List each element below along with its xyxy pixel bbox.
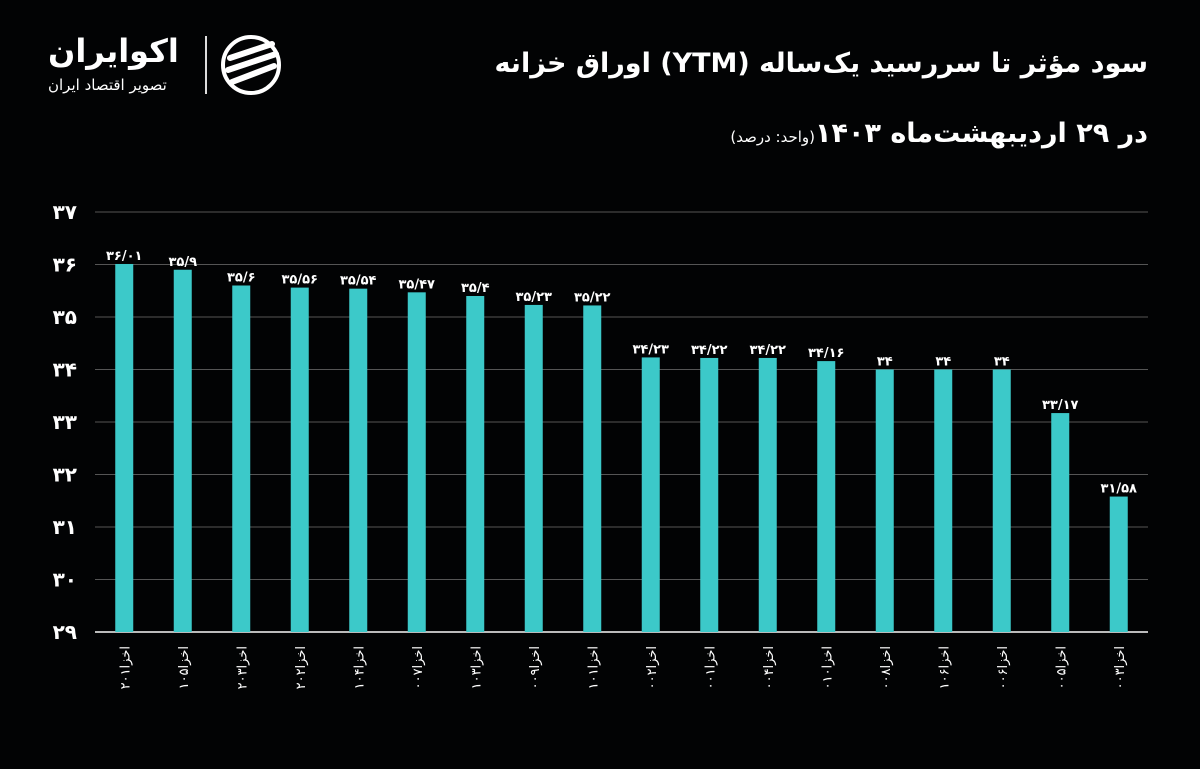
x-tick-label: اخزا۲۰۲ [294, 646, 309, 689]
bar [115, 263, 134, 632]
data-label: ۳۵/۵۶ [282, 273, 319, 288]
x-tick-label: اخزا۱۰۴ [352, 646, 367, 689]
bar [700, 357, 719, 632]
data-label: ۳۵/۴ [461, 281, 490, 296]
logo-tagline: تصویر اقتصاد ایران [48, 76, 167, 94]
x-tick-label: اخزا۱۰۵ [177, 646, 192, 689]
x-tick-label: اخزا۱۰۱ [586, 646, 601, 689]
logo-divider [205, 36, 207, 94]
bar [290, 287, 309, 632]
bar [1051, 413, 1070, 632]
x-tick-label: اخزا۰۰۱ [703, 646, 718, 689]
bar [232, 285, 251, 632]
x-tick-label: اخزا۰۰۶ [996, 646, 1011, 689]
bar [992, 369, 1011, 632]
bar [641, 357, 660, 632]
y-tick-label: ۳۰ [53, 568, 77, 592]
chart-title: سود مؤثر تا سررسید یک‌ساله (YTM) اوراق خ… [494, 48, 1148, 79]
y-tick-label: ۳۷ [53, 200, 77, 224]
bar [349, 288, 368, 632]
x-tick-label: اخزا۲۰۱ [118, 646, 133, 689]
data-label: ۳۴ [994, 355, 1010, 370]
bar [583, 305, 602, 632]
bar [1109, 496, 1128, 632]
unit-label: (واحد: درصد) [730, 128, 815, 146]
y-tick-label: ۲۹ [53, 620, 77, 644]
x-tick-label: اخزا۰۱۰ [820, 646, 835, 689]
data-label: ۳۵/۵۴ [340, 274, 377, 289]
data-label: ۳۳/۱۷ [1042, 398, 1079, 413]
y-tick-label: ۳۶ [53, 253, 77, 277]
x-tick-label: اخزا۰۰۹ [528, 646, 543, 689]
bar [817, 361, 836, 632]
y-tick-label: ۳۲ [53, 463, 77, 487]
data-label: ۳۵/۹ [168, 255, 197, 270]
y-tick-label: ۳۵ [53, 305, 77, 329]
logo: اکوایران تصویر اقتصاد ایران [40, 32, 300, 98]
data-label: ۳۵/۴۷ [399, 277, 436, 292]
data-label: ۳۴/۲۲ [691, 343, 728, 358]
data-label: ۳۴ [935, 355, 951, 370]
x-tick-label: اخزا۰۰۵ [1054, 646, 1069, 689]
y-tick-label: ۳۳ [53, 410, 77, 434]
x-tick-label: اخزا۰۰۲ [645, 646, 660, 689]
x-tick-label: اخزا۰۰۷ [411, 646, 426, 689]
bar [173, 269, 192, 632]
data-label: ۳۴ [877, 355, 893, 370]
data-label: ۳۴/۲۲ [750, 343, 787, 358]
x-tick-label: اخزا۲۰۳ [235, 646, 250, 689]
x-tick-label: اخزا۱۰۳ [469, 646, 484, 689]
data-label: ۳۵/۶ [227, 271, 256, 286]
data-label: ۳۵/۲۳ [516, 290, 553, 305]
data-label: ۳۶/۰۱ [106, 249, 143, 264]
y-tick-label: ۳۴ [53, 358, 77, 382]
data-label: ۳۱/۵۸ [1101, 482, 1138, 497]
data-label: ۳۴/۲۳ [633, 342, 670, 357]
x-tick-label: اخزا۰۰۳ [1113, 646, 1128, 689]
bar [934, 369, 953, 632]
data-label: ۳۵/۲۲ [574, 290, 611, 305]
bar [466, 296, 485, 632]
data-label: ۳۴/۱۶ [808, 346, 845, 361]
bar [524, 304, 543, 632]
logo-name: اکوایران [48, 32, 179, 70]
bar [407, 292, 426, 632]
bar [758, 357, 777, 632]
bar [875, 369, 894, 632]
logo-mark-icon [221, 35, 281, 95]
subtitle-date: در ۲۹ اردیبهشت‌ماه ۱۴۰۳ [815, 118, 1148, 149]
x-tick-label: اخزا۰۰۸ [879, 646, 894, 689]
x-tick-label: اخزا۰۰۴ [762, 646, 777, 689]
y-tick-label: ۳۱ [53, 515, 77, 539]
x-tick-label: اخزا۱۰۶ [937, 646, 952, 689]
chart-subtitle: در ۲۹ اردیبهشت‌ماه ۱۴۰۳(واحد: درصد) [730, 118, 1148, 149]
